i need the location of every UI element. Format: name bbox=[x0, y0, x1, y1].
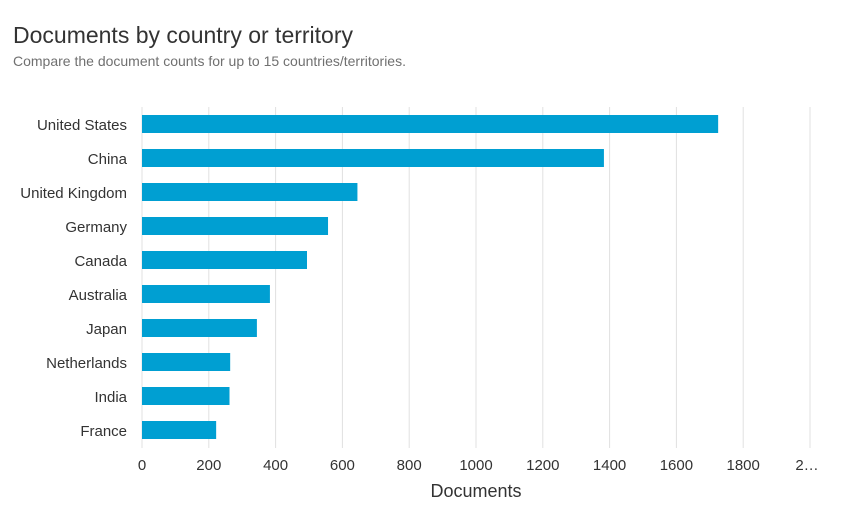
category-label: China bbox=[88, 151, 128, 168]
bar[interactable] bbox=[142, 285, 270, 303]
x-tick-label: 1400 bbox=[593, 457, 626, 474]
x-tick-label: 1600 bbox=[660, 457, 693, 474]
bar[interactable] bbox=[142, 217, 329, 235]
bar[interactable] bbox=[142, 421, 217, 439]
x-tick-labels: 0 200 400 600 800 1000 1200 1400 1600 1800 2… bbox=[138, 457, 819, 474]
x-tick-label: 1000 bbox=[459, 457, 492, 474]
bar[interactable] bbox=[142, 115, 719, 133]
bar[interactable] bbox=[142, 353, 231, 371]
x-tick-label: 1800 bbox=[727, 457, 760, 474]
x-axis-title: Documents bbox=[430, 481, 521, 501]
x-tick-label: 1200 bbox=[526, 457, 559, 474]
bar[interactable] bbox=[142, 183, 358, 201]
category-label: France bbox=[80, 423, 127, 440]
category-label: United States bbox=[37, 117, 127, 134]
x-tick-label: 200 bbox=[196, 457, 221, 474]
category-label: India bbox=[94, 389, 127, 406]
bar[interactable] bbox=[142, 387, 230, 405]
x-tick-label: 2… bbox=[795, 457, 818, 474]
bar[interactable] bbox=[142, 319, 257, 337]
category-label: Australia bbox=[69, 287, 128, 304]
chart-subtitle: Compare the document counts for up to 15… bbox=[13, 53, 406, 69]
bar[interactable] bbox=[142, 251, 307, 269]
x-tick-label: 800 bbox=[397, 457, 422, 474]
category-label: Canada bbox=[74, 253, 127, 270]
x-tick-label: 0 bbox=[138, 457, 146, 474]
category-labels: United States China United Kingdom Germany C… bbox=[20, 117, 127, 440]
category-label: Netherlands bbox=[46, 355, 127, 372]
category-label: United Kingdom bbox=[20, 185, 127, 202]
chart-title: Documents by country or territory bbox=[13, 22, 354, 48]
category-label: Germany bbox=[65, 219, 127, 236]
category-label: Japan bbox=[86, 321, 127, 338]
bars bbox=[142, 115, 719, 439]
x-tick-label: 400 bbox=[263, 457, 288, 474]
x-tick-label: 600 bbox=[330, 457, 355, 474]
bar[interactable] bbox=[142, 149, 604, 167]
